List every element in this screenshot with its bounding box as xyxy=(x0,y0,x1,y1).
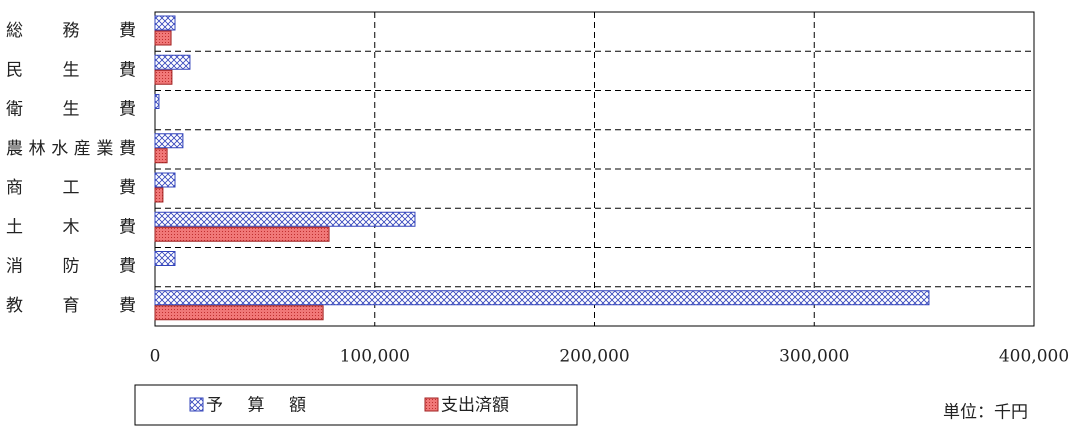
bar xyxy=(154,251,176,266)
y-tick-label: 民生費 xyxy=(6,60,136,80)
x-tick-label: 100,000 xyxy=(340,347,410,367)
bar xyxy=(154,305,324,321)
bar xyxy=(154,172,176,188)
bar xyxy=(154,94,160,109)
bar xyxy=(154,133,184,149)
legend-swatch xyxy=(424,397,439,412)
y-tick-label: 消防費 xyxy=(6,257,136,277)
bar xyxy=(154,226,330,242)
bar xyxy=(154,148,168,164)
bar xyxy=(154,54,191,70)
bar xyxy=(154,69,173,85)
bar xyxy=(154,187,164,203)
x-tick-label: 200,000 xyxy=(559,347,629,367)
bar xyxy=(154,30,172,46)
plot-border xyxy=(154,11,1035,327)
bar xyxy=(154,15,176,31)
y-tick-label: 総務費 xyxy=(6,21,136,41)
unit-note: 単位：千円 xyxy=(943,403,1028,423)
y-tick-label: 教育費 xyxy=(6,296,136,316)
x-tick-label: 400,000 xyxy=(999,347,1069,367)
y-tick-label: 衛生費 xyxy=(6,100,136,120)
legend-box xyxy=(134,384,578,426)
legend-swatch xyxy=(189,397,204,412)
y-tick-label: 農林水産業費 xyxy=(6,139,136,159)
bar xyxy=(154,211,416,227)
x-tick-label: 0 xyxy=(150,347,161,367)
legend-label: 支出済額 xyxy=(441,396,509,416)
bar xyxy=(154,290,930,306)
y-tick-label: 土木費 xyxy=(6,217,136,237)
x-tick-label: 300,000 xyxy=(779,347,849,367)
legend-label: 予算額 xyxy=(206,396,306,416)
y-tick-label: 商工費 xyxy=(6,178,136,198)
